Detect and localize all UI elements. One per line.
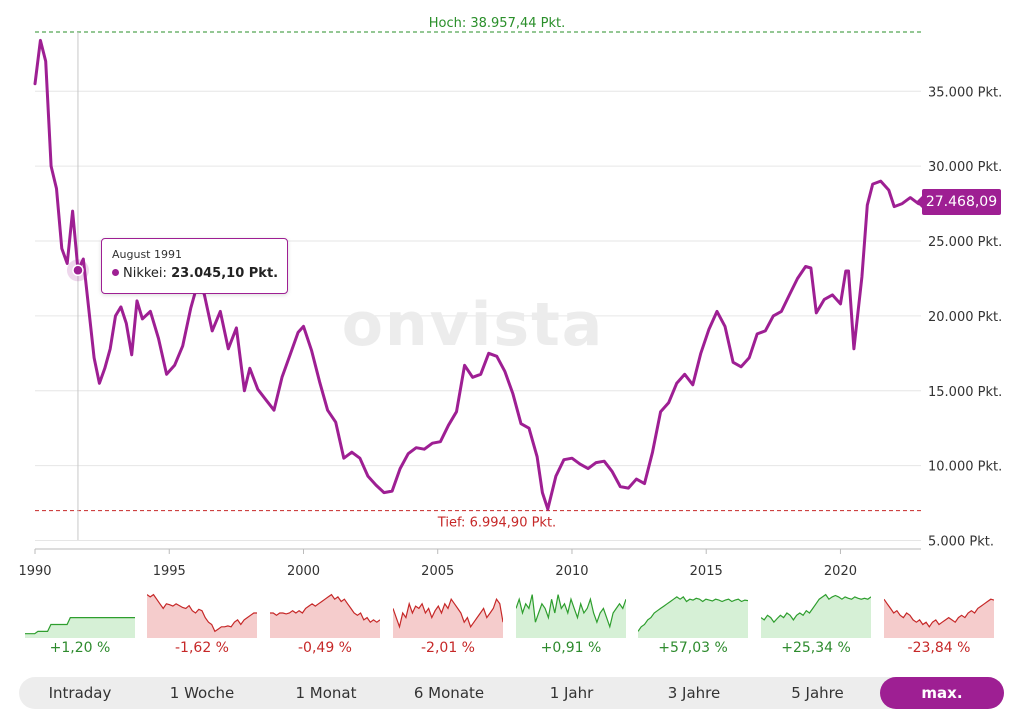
last-price-badge: 27.468,09 <box>916 189 1001 215</box>
sparkline-line <box>393 597 503 629</box>
tab-max[interactable]: max. <box>880 677 1004 709</box>
sparkline <box>270 593 380 638</box>
tab-intraday[interactable]: Intraday <box>48 684 112 702</box>
sparkline-line <box>638 596 748 632</box>
sparkline-line <box>516 594 626 629</box>
sparkline-line <box>25 617 135 635</box>
tooltip-date: August 1991 <box>112 248 182 261</box>
x-tick-label: 2010 <box>555 564 588 579</box>
sparkline-area <box>25 617 135 638</box>
y-tick-label: 15.000 Pkt. <box>928 385 1002 400</box>
performance-item: +57,03 % <box>638 588 748 660</box>
performance-percent: -0,49 % <box>298 640 352 656</box>
sparkline <box>393 597 503 638</box>
timerange-tabs: Intraday 1 Woche 1 Monat 6 Monate 1 Jahr 3 Ja… <box>19 677 1004 709</box>
sparkline-area <box>147 594 257 638</box>
hover-point <box>72 264 84 277</box>
y-tick-label: 20.000 Pkt. <box>928 310 1002 325</box>
performance-item: +25,34 % <box>761 588 871 660</box>
x-tick-label: 2000 <box>287 564 320 579</box>
performance-item: -23,84 % <box>884 588 994 660</box>
performance-percent: -2,01 % <box>421 640 475 656</box>
y-tick-label: 10.000 Pkt. <box>928 460 1002 475</box>
tab-1-jahr[interactable]: 1 Jahr <box>549 684 594 702</box>
y-axis: 5.000 Pkt. 10.000 Pkt. 15.000 Pkt. 20.000 P… <box>928 85 1002 549</box>
tooltip-series-name: Nikkei <box>123 266 163 281</box>
sparkline-area <box>638 596 748 638</box>
performance-percent: +25,34 % <box>781 640 851 656</box>
x-tick-label: 2020 <box>824 564 857 579</box>
performance-item: +1,20 % <box>25 588 135 660</box>
performance-percent: +57,03 % <box>658 640 728 656</box>
nikkei-series-line <box>33 38 923 511</box>
x-tick-label: 2005 <box>421 564 454 579</box>
tab-1-monat[interactable]: 1 Monat <box>295 684 357 702</box>
sparkline-area <box>884 599 994 638</box>
y-tick-label: 25.000 Pkt. <box>928 235 1002 250</box>
nikkei-chart[interactable]: onvista Hoch: 38.957,44 Pkt. Tief: 6.994… <box>0 0 1024 585</box>
sparkline-line <box>761 593 871 624</box>
sparkline <box>884 598 994 638</box>
sparkline-area <box>393 599 503 638</box>
high-label: Hoch: 38.957,44 Pkt. <box>429 16 566 31</box>
x-tick-label: 1990 <box>18 564 51 579</box>
tab-1-woche[interactable]: 1 Woche <box>169 684 235 702</box>
sparkline-line <box>147 593 257 633</box>
performance-item: +0,91 % <box>516 588 626 660</box>
tooltip: August 1991 Nikkei: 23.045,10 Pkt. <box>101 238 288 294</box>
sparkline <box>761 593 871 638</box>
low-label: Tief: 6.994,90 Pkt. <box>437 516 556 531</box>
reference-lines: Hoch: 38.957,44 Pkt. Tief: 6.994,90 Pkt. <box>35 16 921 531</box>
performance-item: -0,49 % <box>270 588 380 660</box>
sparkline <box>25 617 135 638</box>
y-tick-label: 5.000 Pkt. <box>928 535 994 550</box>
performance-item: -2,01 % <box>393 588 503 660</box>
performance-percent: +0,91 % <box>540 640 602 656</box>
x-tick-label: 2015 <box>690 564 723 579</box>
sparkline-area <box>761 594 871 638</box>
performance-percent: -23,84 % <box>907 640 971 656</box>
watermark-logo: onvista <box>342 290 605 360</box>
sparkline <box>516 594 626 638</box>
y-tick-label: 30.000 Pkt. <box>928 160 1002 175</box>
sparkline <box>638 596 748 638</box>
y-tick-label: 35.000 Pkt. <box>928 85 1002 100</box>
sparkline <box>147 593 257 638</box>
performance-row: +1,20 % -1,62 % -0,49 % -2,01 % +0,91 % +57,0… <box>25 588 1000 660</box>
tab-5-jahre[interactable]: 5 Jahre <box>791 684 844 702</box>
performance-percent: +1,20 % <box>49 640 111 656</box>
sparkline-line <box>884 598 994 628</box>
tooltip-value: 23.045,10 Pkt. <box>171 266 279 281</box>
x-tick-label: 1995 <box>153 564 186 579</box>
x-axis: 1990 1995 2000 2005 2010 2015 2020 <box>18 548 921 579</box>
performance-percent: -1,62 % <box>175 640 229 656</box>
tab-3-jahre[interactable]: 3 Jahre <box>667 684 721 702</box>
sparkline-area <box>270 594 380 638</box>
tab-6-monate[interactable]: 6 Monate <box>413 684 485 702</box>
series-dot-icon <box>112 269 119 276</box>
tooltip-row: Nikkei: 23.045,10 Pkt. <box>112 266 279 281</box>
performance-item: -1,62 % <box>147 588 257 660</box>
sparkline-area <box>516 594 626 638</box>
sparkline-line <box>270 593 380 624</box>
